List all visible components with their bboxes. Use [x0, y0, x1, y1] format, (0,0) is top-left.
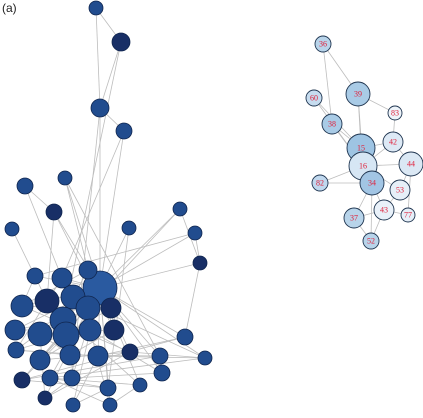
node-label: 52 — [367, 237, 375, 246]
node — [187, 225, 203, 241]
edge — [64, 177, 161, 357]
node — [314, 35, 332, 53]
node-label: 43 — [380, 206, 388, 215]
node-label: 39 — [354, 90, 362, 99]
node — [4, 221, 20, 237]
node — [121, 220, 137, 236]
node-label: 82 — [316, 179, 324, 188]
node-label: 37 — [350, 214, 358, 223]
edge — [49, 377, 111, 406]
edge — [61, 130, 125, 279]
node — [153, 364, 171, 382]
node — [57, 170, 73, 186]
node-label: 53 — [396, 186, 404, 195]
left-nodes — [4, 0, 213, 413]
node — [389, 179, 411, 201]
node — [103, 319, 125, 341]
node — [51, 267, 73, 289]
node — [100, 297, 122, 319]
node — [59, 344, 81, 366]
edge — [21, 379, 109, 389]
edge — [95, 7, 101, 109]
node — [34, 288, 60, 314]
node — [172, 201, 188, 217]
node — [305, 89, 323, 107]
node — [45, 203, 63, 221]
node — [87, 345, 109, 367]
node — [27, 321, 53, 347]
edge — [24, 185, 63, 279]
edge — [99, 130, 125, 289]
node — [151, 347, 169, 365]
node — [115, 122, 133, 140]
node — [387, 105, 403, 121]
node — [26, 267, 44, 285]
node — [192, 255, 208, 271]
edge — [99, 41, 122, 109]
node-label: 36 — [319, 40, 327, 49]
node-label: 34 — [368, 179, 376, 188]
node — [176, 328, 194, 346]
node-label: 60 — [310, 94, 318, 103]
node — [65, 397, 81, 413]
node — [345, 81, 371, 107]
node — [75, 295, 101, 321]
node — [41, 369, 59, 387]
edge — [64, 177, 89, 271]
edge — [15, 277, 63, 351]
node-label: 44 — [407, 160, 415, 169]
node — [10, 294, 34, 318]
node — [111, 32, 131, 52]
node — [16, 177, 34, 195]
edge — [322, 43, 333, 125]
node — [311, 174, 329, 192]
node-label: 83 — [391, 109, 399, 118]
node — [362, 232, 380, 250]
node — [29, 349, 51, 371]
edge — [62, 41, 122, 321]
node — [88, 0, 104, 16]
node — [400, 207, 416, 223]
node — [99, 379, 117, 397]
edge — [97, 355, 206, 359]
panel-label: (a) — [2, 1, 17, 15]
node — [63, 369, 81, 387]
edge — [99, 287, 206, 359]
node — [102, 397, 118, 413]
node — [7, 341, 25, 359]
node-label: 38 — [328, 120, 336, 129]
node-label: 42 — [389, 138, 397, 147]
node — [382, 131, 404, 153]
edge — [21, 269, 89, 307]
edge — [11, 228, 48, 302]
node — [90, 98, 110, 118]
right-nodes: 36 60 39 83 38 42 15 16 44 82 34 53 37 43 77 52 — [305, 35, 423, 250]
node — [121, 343, 139, 361]
node — [132, 377, 148, 393]
node — [197, 350, 213, 366]
node — [78, 318, 102, 342]
node — [13, 371, 31, 389]
node — [4, 319, 26, 341]
edge — [184, 262, 201, 338]
node — [398, 151, 423, 177]
node — [37, 390, 53, 406]
node-label: 77 — [404, 211, 412, 220]
node — [373, 199, 395, 221]
edge — [99, 232, 196, 289]
node-label: 15 — [357, 144, 365, 153]
node — [343, 207, 365, 229]
edge — [99, 208, 181, 289]
node — [78, 260, 98, 280]
node — [321, 113, 343, 135]
edge — [46, 211, 55, 302]
node — [359, 170, 385, 196]
edge — [49, 377, 109, 389]
node-label: 16 — [359, 162, 367, 171]
edge — [39, 351, 131, 361]
edge — [44, 351, 131, 399]
node — [52, 321, 80, 349]
